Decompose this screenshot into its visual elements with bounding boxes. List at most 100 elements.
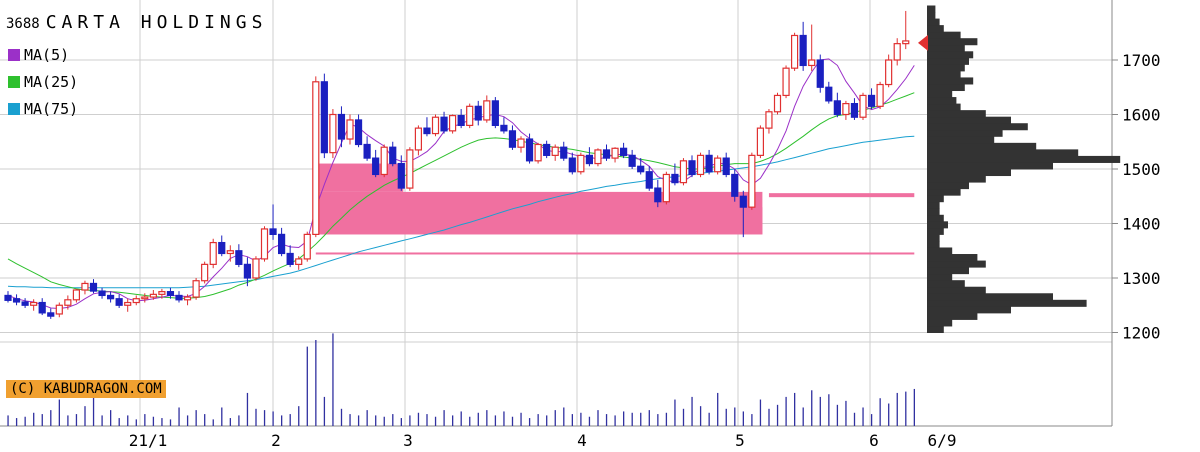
candle bbox=[517, 136, 525, 153]
candle-body bbox=[457, 114, 465, 126]
candle bbox=[885, 54, 893, 88]
x-tick-label: 21/1 bbox=[129, 431, 168, 450]
volume-bar bbox=[383, 416, 385, 426]
volume-bar bbox=[597, 410, 599, 426]
volume-bar bbox=[477, 412, 479, 426]
volume-bar bbox=[195, 410, 197, 426]
candle-body bbox=[423, 127, 431, 135]
volume-bar bbox=[537, 414, 539, 426]
candle-body bbox=[252, 258, 260, 279]
volume-profile-bar bbox=[927, 169, 1011, 177]
volume-bar bbox=[571, 414, 573, 426]
candle-body bbox=[714, 157, 722, 173]
volume-bar bbox=[785, 396, 787, 426]
volume-bar bbox=[392, 414, 394, 426]
candle bbox=[278, 227, 286, 257]
volume-profile-bar bbox=[927, 280, 965, 288]
candle-body bbox=[397, 162, 405, 189]
candle-body bbox=[773, 94, 782, 113]
candle-body bbox=[346, 119, 354, 140]
volume-profile-bar bbox=[927, 267, 969, 275]
volume-bar bbox=[674, 399, 676, 426]
candle-body bbox=[406, 149, 414, 189]
x-tick-label: 4 bbox=[577, 431, 587, 450]
candle bbox=[201, 261, 209, 284]
candle bbox=[859, 92, 867, 120]
volume-bar bbox=[306, 346, 308, 426]
volume-bar bbox=[24, 416, 26, 426]
candle bbox=[372, 149, 380, 178]
candle bbox=[320, 73, 328, 159]
ma75-swatch bbox=[8, 103, 20, 115]
x-tick-label: 2 bbox=[271, 431, 281, 450]
volume-bar bbox=[759, 399, 762, 426]
volume-bar bbox=[101, 415, 103, 426]
candle-body bbox=[449, 114, 457, 132]
candle-body bbox=[209, 241, 217, 265]
volume-bar bbox=[204, 414, 206, 426]
candle bbox=[714, 155, 722, 175]
candle bbox=[132, 295, 140, 306]
candle bbox=[645, 166, 653, 191]
candle-body bbox=[158, 291, 166, 295]
candle bbox=[671, 163, 679, 186]
y-tick-label: 1600 bbox=[1122, 106, 1161, 125]
candle-body bbox=[141, 296, 149, 300]
stock-title: 3688 CARTA HOLDINGS bbox=[6, 12, 267, 33]
candle-body bbox=[867, 94, 876, 107]
volume-bar bbox=[879, 398, 881, 426]
candle-body bbox=[21, 301, 29, 306]
candle bbox=[508, 125, 517, 150]
candle bbox=[115, 294, 123, 308]
volume-profile-bar bbox=[927, 247, 953, 255]
candle bbox=[312, 76, 320, 238]
volume-bar bbox=[853, 412, 856, 426]
candle bbox=[679, 158, 688, 186]
candle-body bbox=[483, 100, 491, 121]
candle bbox=[175, 291, 183, 303]
candle-body bbox=[38, 301, 46, 314]
candle bbox=[543, 140, 551, 159]
candle bbox=[808, 24, 816, 71]
volume-bar bbox=[528, 418, 531, 426]
volume-bar bbox=[110, 410, 112, 426]
volume-profile-bar bbox=[927, 116, 1011, 124]
candle-body bbox=[431, 116, 440, 135]
volume-bar bbox=[443, 410, 445, 426]
volume-bar bbox=[870, 414, 873, 426]
candle-body bbox=[808, 59, 816, 67]
volume-bar bbox=[75, 414, 78, 426]
candle bbox=[628, 149, 636, 169]
candle-body bbox=[389, 146, 397, 165]
candle bbox=[765, 109, 773, 134]
volume-profile-bar bbox=[927, 325, 944, 333]
candle-body bbox=[842, 102, 850, 116]
volume-bar bbox=[546, 415, 548, 426]
volume-bar bbox=[896, 392, 898, 426]
volume-profile-bar bbox=[927, 162, 1053, 170]
candle bbox=[30, 299, 38, 311]
candle bbox=[183, 294, 192, 306]
candle-body bbox=[81, 282, 89, 291]
volume-bar bbox=[272, 411, 274, 426]
y-tick-label: 1300 bbox=[1122, 269, 1161, 288]
volume-bar bbox=[486, 410, 488, 426]
volume-bar bbox=[135, 419, 137, 426]
ma75-line bbox=[7, 135, 915, 289]
last-price-marker bbox=[918, 34, 928, 51]
candle bbox=[252, 256, 260, 281]
volume-bar bbox=[67, 415, 69, 426]
volume-bar bbox=[640, 412, 642, 426]
candle bbox=[842, 100, 850, 120]
volume-bar bbox=[298, 406, 300, 426]
candle-body bbox=[637, 165, 645, 173]
candle-body bbox=[628, 154, 636, 167]
candle bbox=[893, 38, 901, 66]
candle-body bbox=[235, 250, 243, 265]
candle-body bbox=[124, 301, 132, 306]
candle-body bbox=[602, 149, 611, 159]
volume-bar bbox=[828, 394, 830, 426]
candle-body bbox=[363, 143, 371, 159]
volume-profile-bar bbox=[927, 273, 953, 281]
